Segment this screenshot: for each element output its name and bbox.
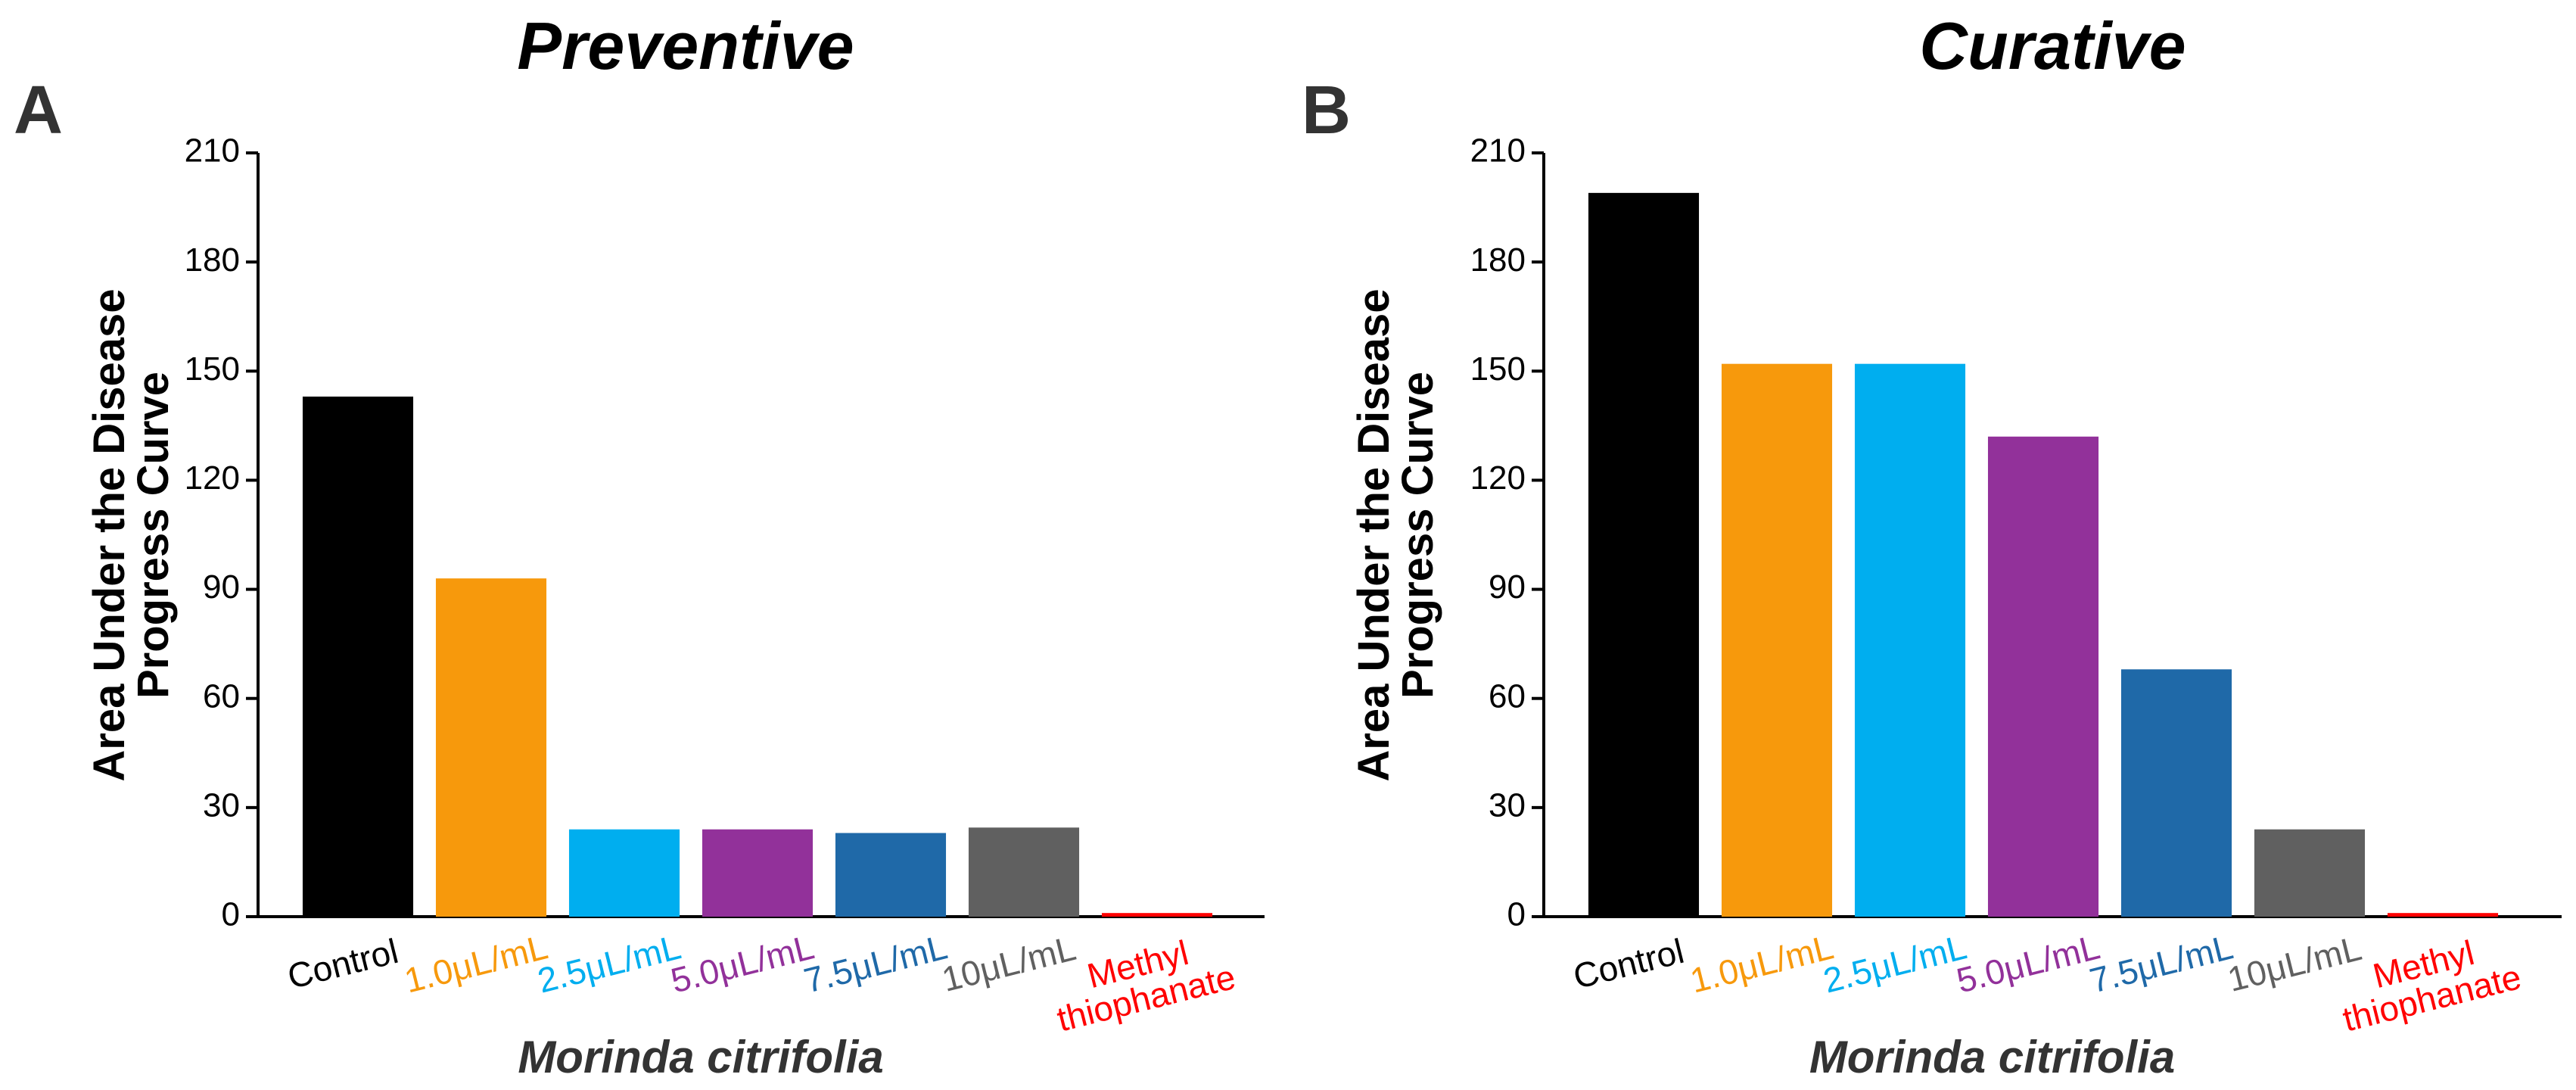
bar <box>2254 829 2366 917</box>
y-tick-label: 150 <box>1470 350 1526 388</box>
panel-label: B <box>1302 73 1351 148</box>
bar <box>1987 436 2099 917</box>
y-tick-label: 180 <box>185 241 240 279</box>
y-tick-label: 120 <box>185 459 240 497</box>
y-tick-label: 0 <box>222 896 240 933</box>
bar <box>302 396 414 917</box>
y-axis-title: Area Under the Disease Progress Curve <box>85 288 178 782</box>
y-tick-label: 30 <box>203 786 240 824</box>
y-tick-label: 60 <box>203 677 240 715</box>
y-tick-label: 60 <box>1489 677 1526 715</box>
y-axis-title: Area Under the Disease Progress Curve <box>1349 288 1442 782</box>
x-axis-title: Morinda citrifolia <box>518 1032 884 1082</box>
y-tick-label: 120 <box>1470 459 1526 497</box>
bar <box>2387 913 2499 917</box>
bar <box>1588 192 1700 917</box>
bar <box>1721 363 1833 917</box>
y-tick-label: 90 <box>203 568 240 606</box>
y-tick-label: 150 <box>185 350 240 388</box>
bar <box>1854 363 1966 917</box>
bar <box>968 827 1080 917</box>
y-tick-label: 210 <box>1470 132 1526 170</box>
x-axis-title: Morinda citrifolia <box>1809 1032 2176 1082</box>
chart-title: Curative <box>1919 8 2186 83</box>
y-tick-label: 90 <box>1489 568 1526 606</box>
y-tick-label: 180 <box>1470 241 1526 279</box>
y-tick-label: 210 <box>185 132 240 170</box>
bar <box>568 829 680 917</box>
y-tick-label: 30 <box>1489 786 1526 824</box>
chart-title: Preventive <box>517 8 854 83</box>
bar <box>835 833 947 917</box>
bar <box>702 829 814 917</box>
y-tick-label: 0 <box>1507 896 1526 933</box>
panel-label: A <box>14 73 63 148</box>
bar <box>1101 913 1213 917</box>
bar <box>435 578 547 917</box>
bar <box>2120 669 2232 917</box>
